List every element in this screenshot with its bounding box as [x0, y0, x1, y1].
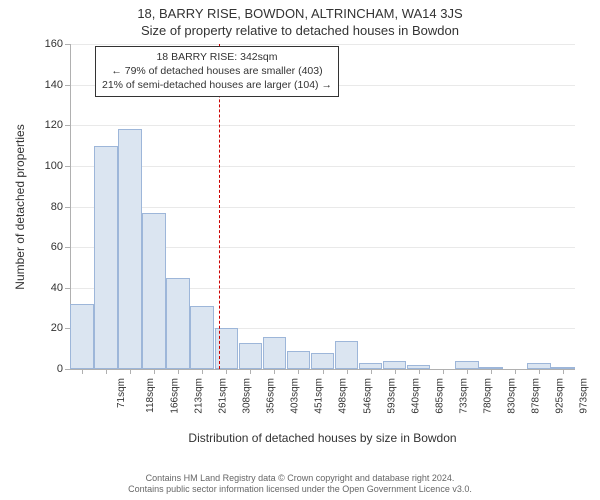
footer: Contains HM Land Registry data © Crown c…	[0, 473, 600, 496]
xtick-label: 498sqm	[338, 378, 349, 414]
histogram-bar	[455, 361, 479, 369]
ytick-label: 0	[35, 363, 63, 375]
xtick-label: 593sqm	[386, 378, 397, 414]
histogram-bar	[383, 361, 407, 369]
annotation-line3: 21% of semi-detached houses are larger (…	[102, 78, 332, 92]
xtick-label: 878sqm	[530, 378, 541, 414]
x-axis-label: Distribution of detached houses by size …	[70, 431, 575, 445]
annotation-line1: 18 BARRY RISE: 342sqm	[102, 50, 332, 64]
histogram-bar	[287, 351, 311, 369]
xtick-label: 925sqm	[554, 378, 565, 414]
xtick-mark	[154, 369, 155, 374]
xtick-label: 451sqm	[314, 378, 325, 414]
xtick-mark	[395, 369, 396, 374]
histogram-bar	[166, 278, 190, 369]
xtick-label: 166sqm	[170, 378, 181, 414]
grid-line	[70, 166, 575, 167]
xtick-label: 733sqm	[458, 378, 469, 414]
xtick-mark	[443, 369, 444, 374]
ytick-label: 20	[35, 322, 63, 334]
chart-container: 18, BARRY RISE, BOWDON, ALTRINCHAM, WA14…	[0, 0, 600, 500]
xtick-mark	[226, 369, 227, 374]
xtick-label: 685sqm	[434, 378, 445, 414]
xtick-mark	[491, 369, 492, 374]
histogram-bar	[215, 328, 239, 369]
histogram-bar	[118, 129, 142, 369]
xtick-label: 71sqm	[116, 378, 127, 408]
ytick-label: 160	[35, 38, 63, 50]
xtick-label: 640sqm	[410, 378, 421, 414]
histogram-bar	[142, 213, 166, 369]
xtick-mark	[419, 369, 420, 374]
xtick-mark	[274, 369, 275, 374]
y-axis-label: Number of detached properties	[13, 124, 27, 289]
xtick-mark	[539, 369, 540, 374]
xtick-mark	[347, 369, 348, 374]
xtick-mark	[323, 369, 324, 374]
footer-line1: Contains HM Land Registry data © Crown c…	[0, 473, 600, 485]
footer-line2: Contains public sector information licen…	[0, 484, 600, 496]
xtick-label: 261sqm	[218, 378, 229, 414]
xtick-label: 403sqm	[290, 378, 301, 414]
xtick-label: 213sqm	[194, 378, 205, 414]
grid-line	[70, 207, 575, 208]
xtick-mark	[467, 369, 468, 374]
histogram-bar	[263, 337, 287, 370]
xtick-mark	[106, 369, 107, 374]
subtitle: Size of property relative to detached ho…	[0, 21, 600, 38]
xtick-mark	[371, 369, 372, 374]
xtick-label: 546sqm	[362, 378, 373, 414]
histogram-bar	[94, 146, 118, 369]
xtick-label: 973sqm	[579, 378, 590, 414]
histogram-bar	[190, 306, 214, 369]
histogram-bar	[70, 304, 94, 369]
histogram-bar	[335, 341, 359, 369]
xtick-label: 308sqm	[242, 378, 253, 414]
annotation-box: 18 BARRY RISE: 342sqm ← 79% of detached …	[95, 46, 339, 97]
xtick-mark	[515, 369, 516, 374]
xtick-mark	[250, 369, 251, 374]
xtick-mark	[202, 369, 203, 374]
ytick-label: 120	[35, 119, 63, 131]
ytick-label: 80	[35, 201, 63, 213]
histogram-bar	[311, 353, 335, 369]
xtick-mark	[178, 369, 179, 374]
xtick-mark	[298, 369, 299, 374]
annotation-line2: ← 79% of detached houses are smaller (40…	[102, 64, 332, 78]
xtick-mark	[82, 369, 83, 374]
histogram-bar	[239, 343, 263, 369]
ytick-label: 40	[35, 282, 63, 294]
ytick-label: 100	[35, 160, 63, 172]
grid-line	[70, 44, 575, 45]
xtick-label: 118sqm	[145, 378, 156, 413]
ytick-label: 60	[35, 241, 63, 253]
xtick-label: 830sqm	[506, 378, 517, 414]
ytick-label: 140	[35, 79, 63, 91]
xtick-label: 780sqm	[482, 378, 493, 414]
xtick-mark	[130, 369, 131, 374]
xtick-mark	[563, 369, 564, 374]
xtick-label: 356sqm	[266, 378, 277, 414]
address-title: 18, BARRY RISE, BOWDON, ALTRINCHAM, WA14…	[0, 0, 600, 21]
grid-line	[70, 125, 575, 126]
